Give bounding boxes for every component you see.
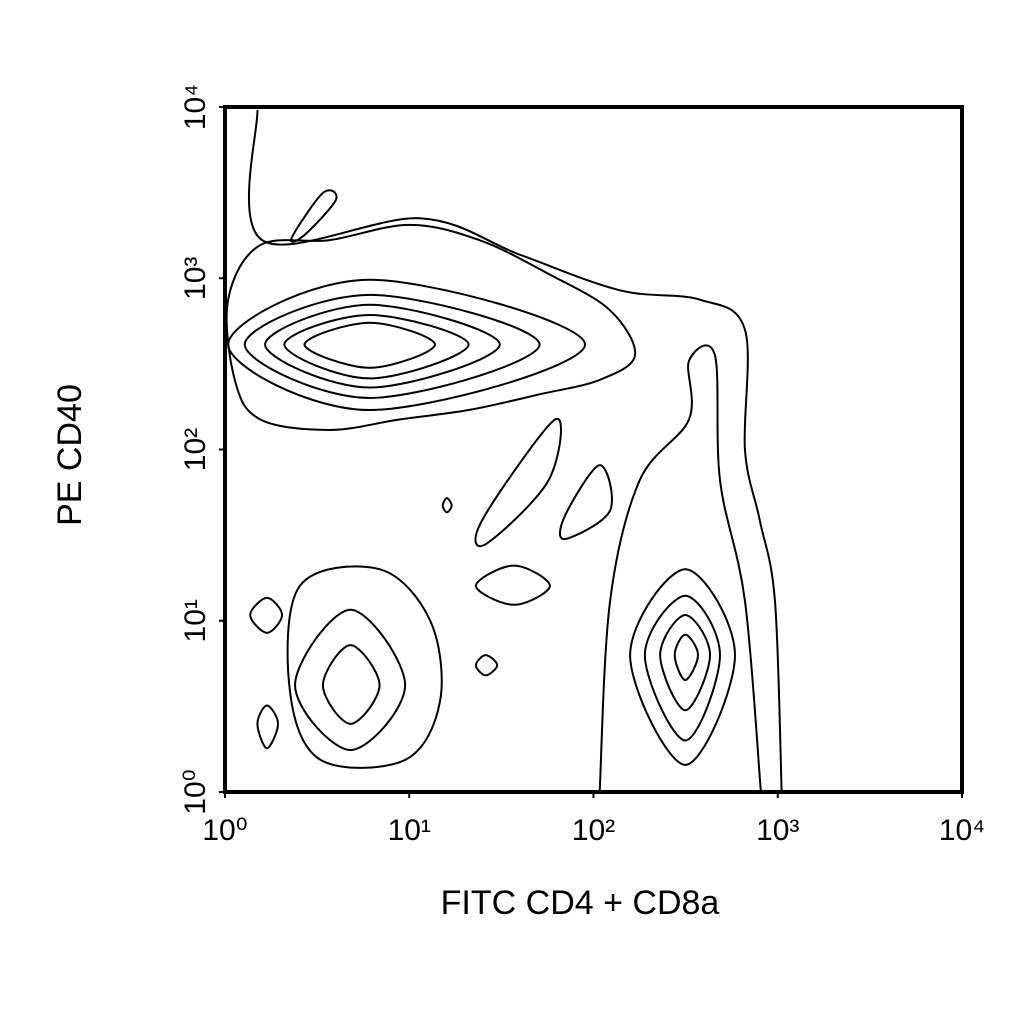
contour-line <box>673 633 699 682</box>
y-axis-title: PE CD40 <box>51 384 89 526</box>
x-tick-label: 10³ <box>756 814 799 847</box>
contour-line <box>474 564 551 606</box>
contour-line <box>243 293 541 399</box>
y-tick-label: 10⁰ <box>179 769 212 814</box>
contour-line <box>290 189 338 243</box>
contour-line <box>256 704 280 750</box>
contour-layer <box>225 110 783 792</box>
contour-line <box>474 417 562 547</box>
plot-frame <box>223 105 964 794</box>
contour-line <box>227 278 587 412</box>
contour-line <box>629 568 736 766</box>
y-tick-label: 10³ <box>179 257 212 300</box>
x-tick-label: 10² <box>572 814 615 847</box>
contour-line <box>474 654 499 677</box>
x-tick-label: 10⁴ <box>939 814 985 847</box>
contour-line <box>286 565 443 769</box>
contour-line <box>321 644 381 725</box>
contour-line <box>294 608 407 751</box>
contour-line <box>249 596 284 634</box>
contour-line <box>225 223 637 431</box>
contour-line <box>598 344 762 792</box>
y-tick-label: 10¹ <box>179 599 212 642</box>
x-tick-label: 10⁰ <box>202 814 247 847</box>
contour-line <box>643 594 722 742</box>
contour-line <box>283 314 470 380</box>
contour-line <box>659 614 712 712</box>
x-axis-title: FITC CD4 + CD8a <box>441 884 720 922</box>
contour-line <box>441 497 453 514</box>
x-tick-label: 10¹ <box>388 814 431 847</box>
contour-line <box>558 464 613 541</box>
y-tick-label: 10⁴ <box>179 84 212 130</box>
contour-line <box>303 321 437 369</box>
contour-line <box>264 303 501 389</box>
contour-line <box>247 110 783 792</box>
y-tick-label: 10² <box>179 428 212 471</box>
